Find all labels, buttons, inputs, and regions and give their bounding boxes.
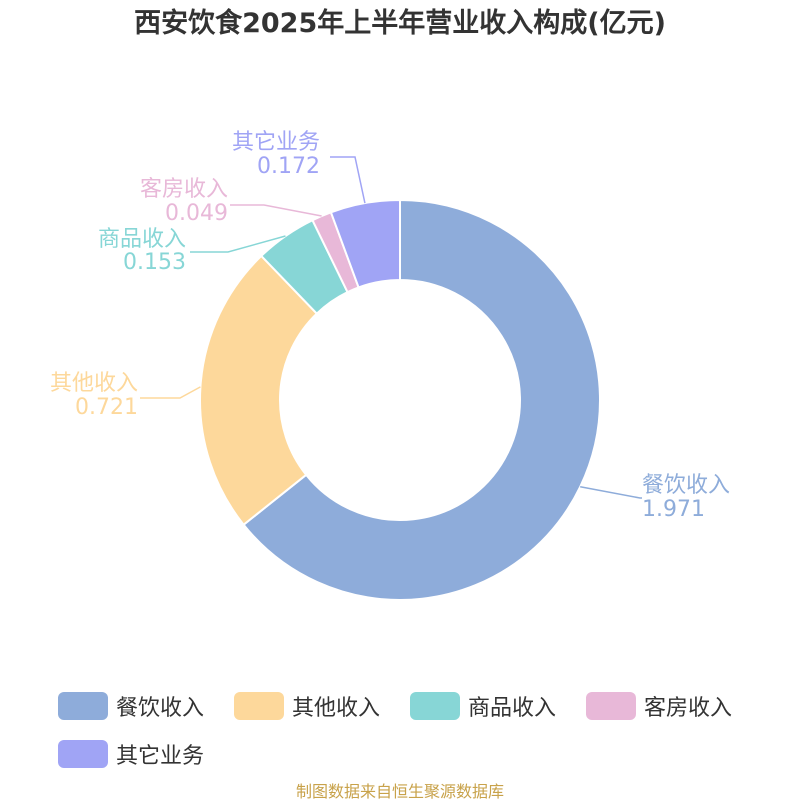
slice-name-label-4: 其它业务 xyxy=(232,130,320,155)
leader-line-3 xyxy=(230,204,322,217)
legend-label: 客房收入 xyxy=(644,696,733,721)
slice-name-label-0: 餐饮收入 xyxy=(642,473,730,498)
legend-swatch xyxy=(58,740,108,768)
legend-item-kefang[interactable]: 客房收入 xyxy=(586,688,732,724)
leader-line-4 xyxy=(330,156,366,204)
legend-swatch xyxy=(410,692,460,720)
slice-name-label-3: 客房收入 xyxy=(140,177,228,202)
legend-item-canyin[interactable]: 餐饮收入 xyxy=(58,688,204,724)
leader-line-1 xyxy=(140,386,201,399)
slice-1[interactable] xyxy=(199,254,319,527)
slice-0[interactable] xyxy=(242,198,601,601)
legend-item-qitayewu[interactable]: 其它业务 xyxy=(58,736,204,772)
source-note: 制图数据来自恒生聚源数据库 xyxy=(295,782,504,801)
slice-value-label-3: 0.049 xyxy=(165,201,228,226)
slice-value-label-2: 0.153 xyxy=(123,250,186,275)
slice-name-label-1: 其他收入 xyxy=(50,371,138,396)
legend-swatch xyxy=(234,692,284,720)
slices-group xyxy=(199,198,601,601)
legend-item-shangpin[interactable]: 商品收入 xyxy=(410,688,556,724)
slice-value-label-4: 0.172 xyxy=(257,154,320,179)
legend-swatch xyxy=(58,692,108,720)
legend-label: 其他收入 xyxy=(292,696,381,721)
legend-label: 餐饮收入 xyxy=(116,696,205,721)
slice-name-label-2: 商品收入 xyxy=(98,227,186,252)
legend-item-qita[interactable]: 其他收入 xyxy=(234,688,380,724)
chart-title: 西安饮食2025年上半年营业收入构成(亿元) xyxy=(134,8,666,39)
legend-label: 其它业务 xyxy=(116,744,205,769)
leader-line-2 xyxy=(190,235,286,253)
legend-swatch xyxy=(586,692,636,720)
leader-line-0 xyxy=(580,486,642,499)
legend-label: 商品收入 xyxy=(468,696,557,721)
slice-value-label-1: 0.721 xyxy=(75,395,138,420)
slice-4[interactable] xyxy=(329,198,401,289)
slice-value-label-0: 1.971 xyxy=(642,497,705,522)
